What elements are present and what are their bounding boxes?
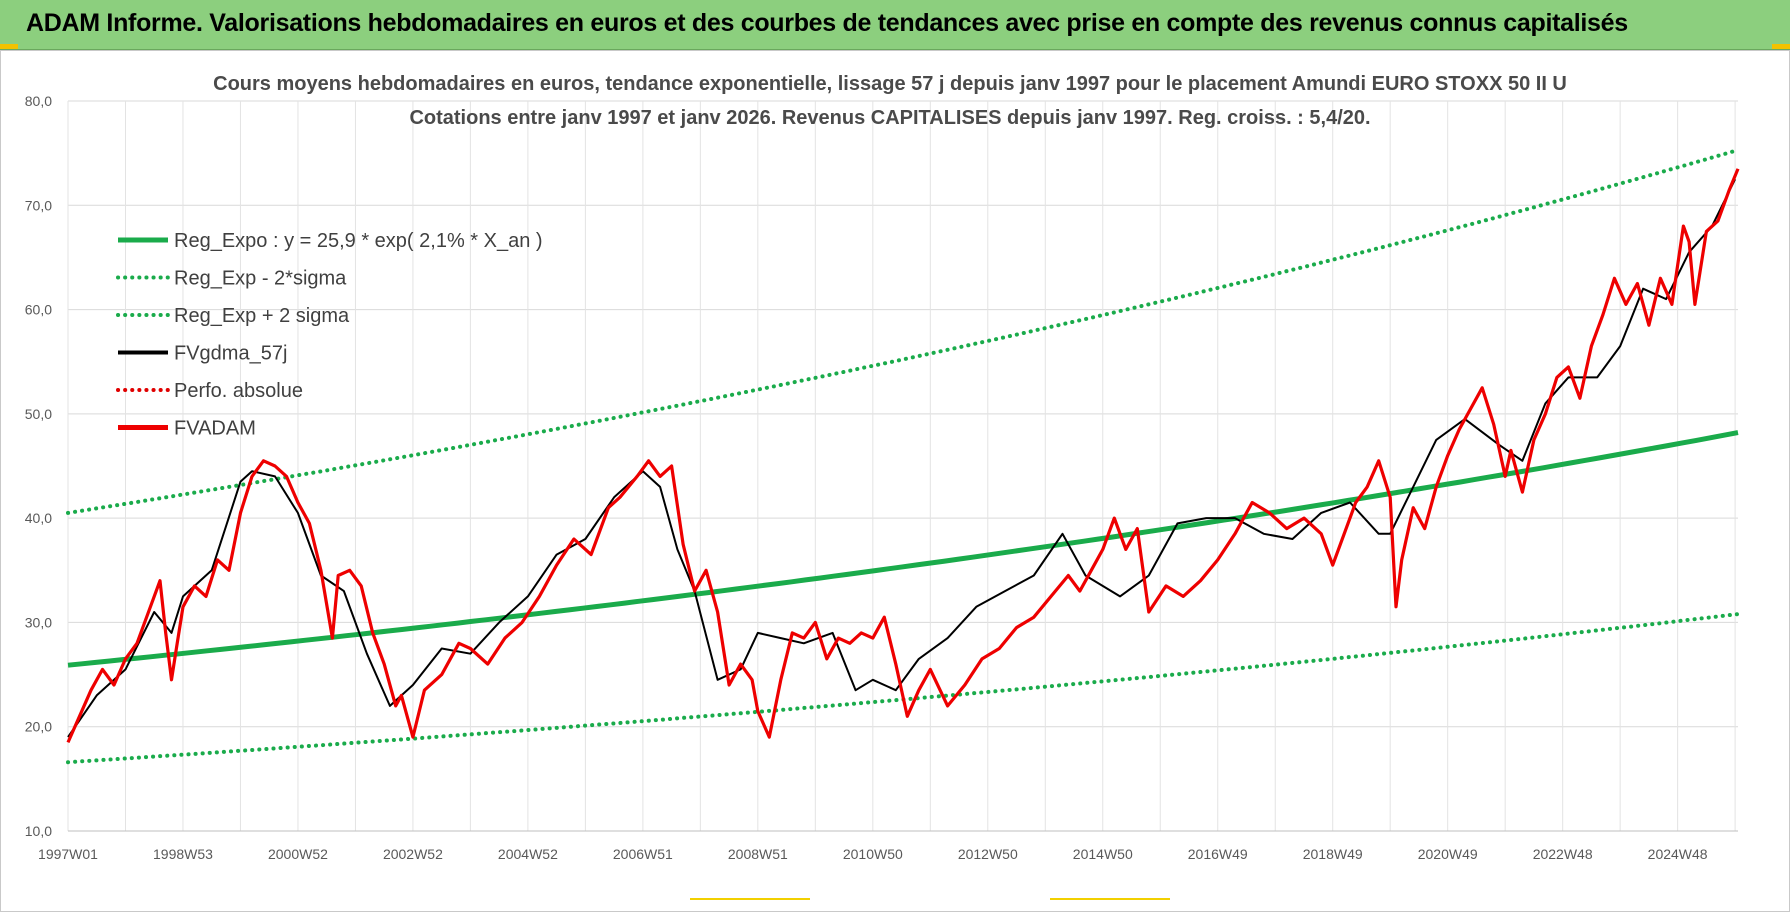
x-tick-label: 2020W49 xyxy=(1418,846,1478,862)
y-tick-label: 30,0 xyxy=(25,614,52,630)
y-tick-label: 20,0 xyxy=(25,719,52,735)
report-banner: ADAM Informe. Valorisations hebdomadaire… xyxy=(0,0,1790,50)
y-tick-label: 70,0 xyxy=(25,197,52,213)
series-line xyxy=(67,178,1736,738)
y-tick-label: 40,0 xyxy=(25,510,52,526)
x-tick-label: 2004W52 xyxy=(498,846,558,862)
chart-legend: Reg_Expo : y = 25,9 * exp( 2,1% * X_an )… xyxy=(116,230,543,440)
x-tick-label: 1997W01 xyxy=(38,846,98,862)
legend-label: Perfo. absolue xyxy=(174,380,303,402)
bottom-accent-left xyxy=(690,898,810,900)
bottom-accent-right xyxy=(1050,898,1170,900)
x-tick-label: 2024W48 xyxy=(1648,846,1708,862)
x-tick-label: 2008W51 xyxy=(728,846,788,862)
x-tick-label: 2006W51 xyxy=(613,846,673,862)
banner-corner-left xyxy=(0,44,18,49)
chart-grid xyxy=(67,100,1738,832)
legend-label: Reg_Exp + 2 sigma xyxy=(174,305,350,327)
banner-title: ADAM Informe. Valorisations hebdomadaire… xyxy=(26,9,1628,37)
chart-subtitle: Cotations entre janv 1997 et janv 2026. … xyxy=(409,107,1370,129)
y-tick-label: 60,0 xyxy=(25,302,52,318)
line-chart: 10,0 20,0 30,0 40,0 50,0 60,0 70,0 80,0 1997W01 1… xyxy=(25,73,1740,900)
chart-series xyxy=(66,148,1740,765)
x-tick-label: 2022W48 xyxy=(1533,846,1593,862)
x-tick-label: 2014W50 xyxy=(1073,846,1133,862)
series-line xyxy=(66,168,1740,744)
series-line xyxy=(66,148,1740,515)
y-tick-label: 80,0 xyxy=(25,93,52,109)
legend-label: Reg_Exp - 2*sigma xyxy=(174,268,347,290)
chart-title: Cours moyens hebdomadaires en euros, ten… xyxy=(213,73,1567,95)
x-tick-label: 2002W52 xyxy=(383,846,443,862)
banner-corner-right xyxy=(1772,44,1790,49)
series-line xyxy=(67,430,1739,668)
x-tick-label: 2012W50 xyxy=(958,846,1018,862)
legend-label: Reg_Expo : y = 25,9 * exp( 2,1% * X_an ) xyxy=(174,230,543,252)
x-tick-label: 1998W53 xyxy=(153,846,213,862)
legend-label: FVgdma_57j xyxy=(174,343,287,365)
x-tick-label: 2000W52 xyxy=(268,846,328,862)
legend-label: FVADAM xyxy=(174,418,256,440)
x-tick-label: 2018W49 xyxy=(1303,846,1363,862)
x-tick-label: 2010W50 xyxy=(843,846,903,862)
chart-axes: 10,0 20,0 30,0 40,0 50,0 60,0 70,0 80,0 1997W01 1… xyxy=(25,93,1738,862)
x-tick-label: 2016W49 xyxy=(1188,846,1248,862)
y-tick-label: 50,0 xyxy=(25,406,52,422)
y-tick-label: 10,0 xyxy=(25,823,52,839)
